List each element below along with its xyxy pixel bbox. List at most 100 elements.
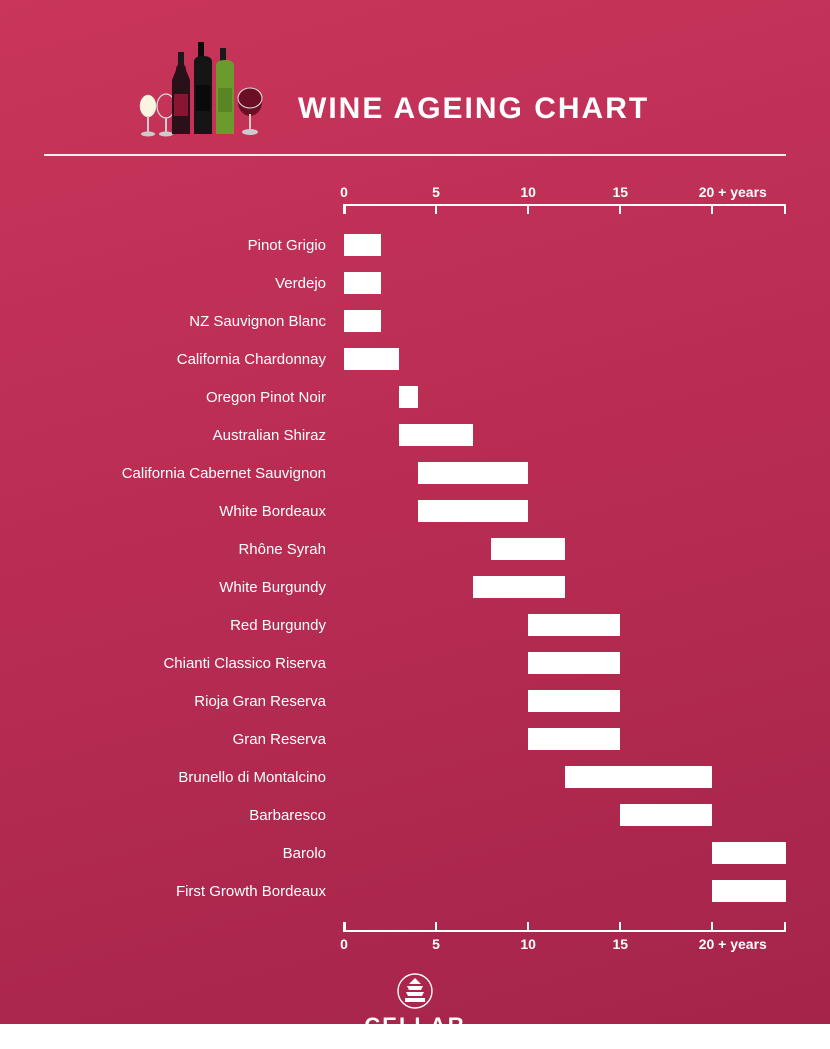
axis-tick-label: 10 <box>520 184 536 200</box>
logo-name: CELLAR <box>364 1015 465 1037</box>
chart-container: WINE AGEING CHART 0 5 10 15 20 + years Pinot… <box>0 0 830 1024</box>
wine-track <box>344 834 786 872</box>
wine-track <box>344 416 786 454</box>
wine-age-bar <box>528 728 620 750</box>
wine-track <box>344 720 786 758</box>
wine-row: Brunello di Montalcino <box>44 758 786 796</box>
wine-label: Verdejo <box>44 275 344 292</box>
axis-tick <box>343 922 345 932</box>
wine-age-bar <box>528 614 620 636</box>
wine-age-bar <box>399 424 473 446</box>
wine-label: Rioja Gran Reserva <box>44 693 344 710</box>
wine-age-bar <box>344 348 399 370</box>
axis-tick-label: 15 <box>612 184 628 200</box>
wine-row: NZ Sauvignon Blanc <box>44 302 786 340</box>
header: WINE AGEING CHART <box>44 40 786 140</box>
wine-age-bar <box>344 234 381 256</box>
wine-row: Chianti Classico Riserva <box>44 644 786 682</box>
pagoda-icon <box>393 972 437 1010</box>
wine-age-bar <box>565 766 712 788</box>
wine-label: Gran Reserva <box>44 731 344 748</box>
wine-label: Red Burgundy <box>44 617 344 634</box>
axis-tick <box>711 204 713 214</box>
wine-track <box>344 530 786 568</box>
wine-label: Brunello di Montalcino <box>44 769 344 786</box>
chart: 0 5 10 15 20 + years Pinot Grigio Verdejo NZ S… <box>44 182 786 954</box>
axis-tick-label: 0 <box>340 184 348 200</box>
wine-label: Oregon Pinot Noir <box>44 389 344 406</box>
wine-track <box>344 758 786 796</box>
wine-label: Barbaresco <box>44 807 344 824</box>
wine-bottles-icon <box>134 40 274 140</box>
wine-row: California Cabernet Sauvignon <box>44 454 786 492</box>
wine-label: White Burgundy <box>44 579 344 596</box>
wine-track <box>344 264 786 302</box>
wine-age-bar <box>620 804 712 826</box>
wine-label: California Chardonnay <box>44 351 344 368</box>
wine-age-bar <box>344 310 381 332</box>
wine-age-bar <box>528 652 620 674</box>
wine-label: Pinot Grigio <box>44 237 344 254</box>
x-axis-bottom: 0 5 10 15 20 + years <box>44 922 786 954</box>
axis-tick-label: 15 <box>612 936 628 952</box>
wine-label: Australian Shiraz <box>44 427 344 444</box>
wine-age-bar <box>418 500 529 522</box>
wine-track <box>344 682 786 720</box>
wine-age-bar <box>712 842 786 864</box>
axis-tick-label: 10 <box>520 936 536 952</box>
axis-tick <box>527 204 529 214</box>
axis-tick <box>343 204 345 214</box>
wine-track <box>344 302 786 340</box>
wine-track <box>344 796 786 834</box>
chart-rows: Pinot Grigio Verdejo NZ Sauvignon Blanc Cal… <box>44 214 786 922</box>
wine-row: Barbaresco <box>44 796 786 834</box>
wine-track <box>344 872 786 910</box>
axis-tick-label: 20 + years <box>699 936 767 952</box>
x-axis-top: 0 5 10 15 20 + years <box>44 182 786 214</box>
wine-age-bar <box>473 576 565 598</box>
wine-track <box>344 378 786 416</box>
wine-label: California Cabernet Sauvignon <box>44 465 344 482</box>
wine-age-bar <box>712 880 786 902</box>
wine-row: Gran Reserva <box>44 720 786 758</box>
wine-label: Barolo <box>44 845 344 862</box>
axis-tick <box>435 204 437 214</box>
wine-age-bar <box>418 462 529 484</box>
wine-track <box>344 606 786 644</box>
axis-tick-label: 5 <box>432 184 440 200</box>
axis-tick-label: 5 <box>432 936 440 952</box>
wine-track <box>344 454 786 492</box>
wine-track <box>344 568 786 606</box>
wine-track <box>344 644 786 682</box>
wine-age-bar <box>491 538 565 560</box>
wine-row: Rhône Syrah <box>44 530 786 568</box>
axis-tick-label: 0 <box>340 936 348 952</box>
axis-tick-label: 20 + years <box>699 184 767 200</box>
wine-row: First Growth Bordeaux <box>44 872 786 910</box>
wine-row: Oregon Pinot Noir <box>44 378 786 416</box>
wine-track <box>344 226 786 264</box>
footer-logo: CELLAR — ASIA — <box>44 972 786 1049</box>
wine-row: White Burgundy <box>44 568 786 606</box>
wine-row: Red Burgundy <box>44 606 786 644</box>
wine-age-bar <box>344 272 381 294</box>
wine-label: Chianti Classico Riserva <box>44 655 344 672</box>
wine-label: White Bordeaux <box>44 503 344 520</box>
wine-track <box>344 492 786 530</box>
axis-tick <box>711 922 713 932</box>
wine-row: Australian Shiraz <box>44 416 786 454</box>
wine-row: Rioja Gran Reserva <box>44 682 786 720</box>
axis-tick <box>619 204 621 214</box>
wine-track <box>344 340 786 378</box>
axis-tick <box>527 922 529 932</box>
axis-tick <box>619 922 621 932</box>
wine-row: Verdejo <box>44 264 786 302</box>
wine-row: Barolo <box>44 834 786 872</box>
axis-tick <box>435 922 437 932</box>
wine-age-bar <box>399 386 417 408</box>
wine-row: Pinot Grigio <box>44 226 786 264</box>
logo-sub: — ASIA — <box>364 1039 465 1049</box>
chart-title: WINE AGEING CHART <box>298 92 649 140</box>
wine-label: First Growth Bordeaux <box>44 883 344 900</box>
wine-row: California Chardonnay <box>44 340 786 378</box>
